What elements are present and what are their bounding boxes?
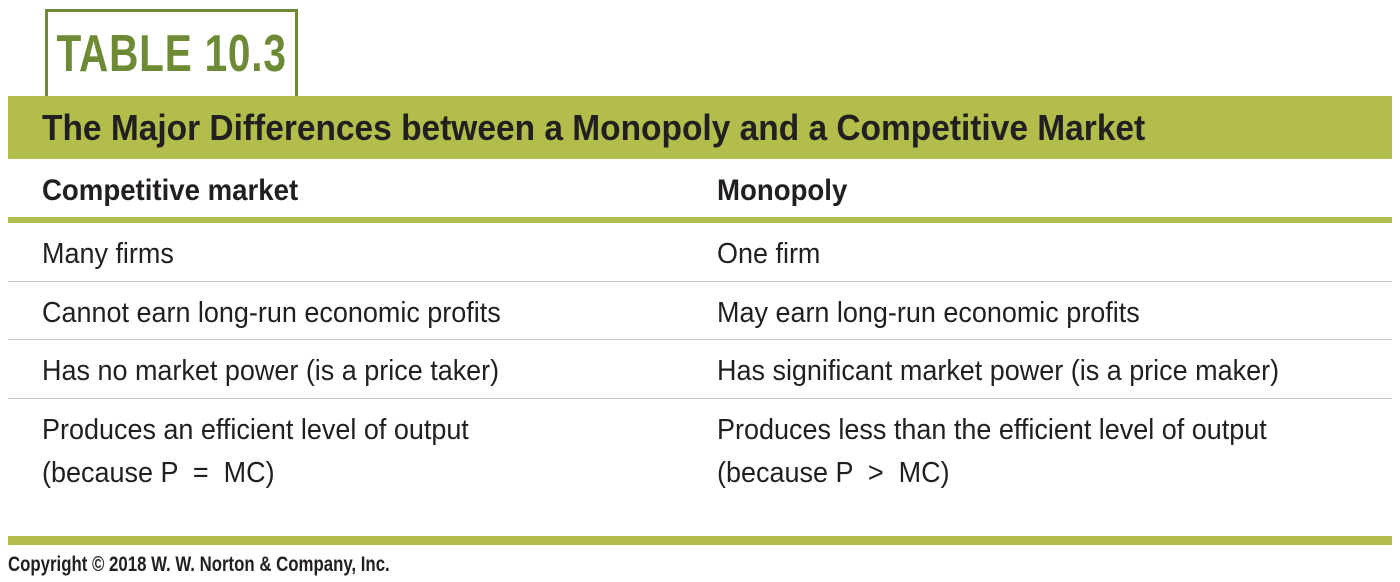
table-cell-competitive: Cannot earn long-run economic profits [42,297,501,329]
table-number-label: TABLE 10.3 [45,9,298,96]
table-cell-competitive: Many firms [42,238,174,270]
table-cell-monopoly: One firm [717,238,821,270]
copyright-notice: Copyright © 2018 W. W. Norton & Company,… [8,553,390,576]
table-header-row: Competitive market Monopoly [8,160,1392,220]
table-number-text: TABLE 10.3 [56,25,287,83]
row-divider [8,398,1392,399]
table-cell-competitive: Produces an efficient level of output [42,414,469,446]
row-divider [8,281,1392,282]
column-header-competitive: Competitive market [42,174,299,207]
table-title-band: The Major Differences between a Monopoly… [8,96,1392,159]
table-title: The Major Differences between a Monopoly… [42,106,1146,148]
table-cell-competitive-note: (because P = MC) [42,457,275,489]
table-cell-monopoly-note: (because P > MC) [717,457,950,489]
table-bottom-rule [8,536,1392,545]
table-cell-competitive: Has no market power (is a price taker) [42,355,500,387]
table-cell-monopoly: Has significant market power (is a price… [717,355,1280,387]
table-cell-monopoly: Produces less than the efficient level o… [717,414,1267,446]
header-divider [8,217,1392,223]
column-header-monopoly: Monopoly [717,174,848,207]
table-cell-monopoly: May earn long-run economic profits [717,297,1140,329]
row-divider [8,339,1392,340]
